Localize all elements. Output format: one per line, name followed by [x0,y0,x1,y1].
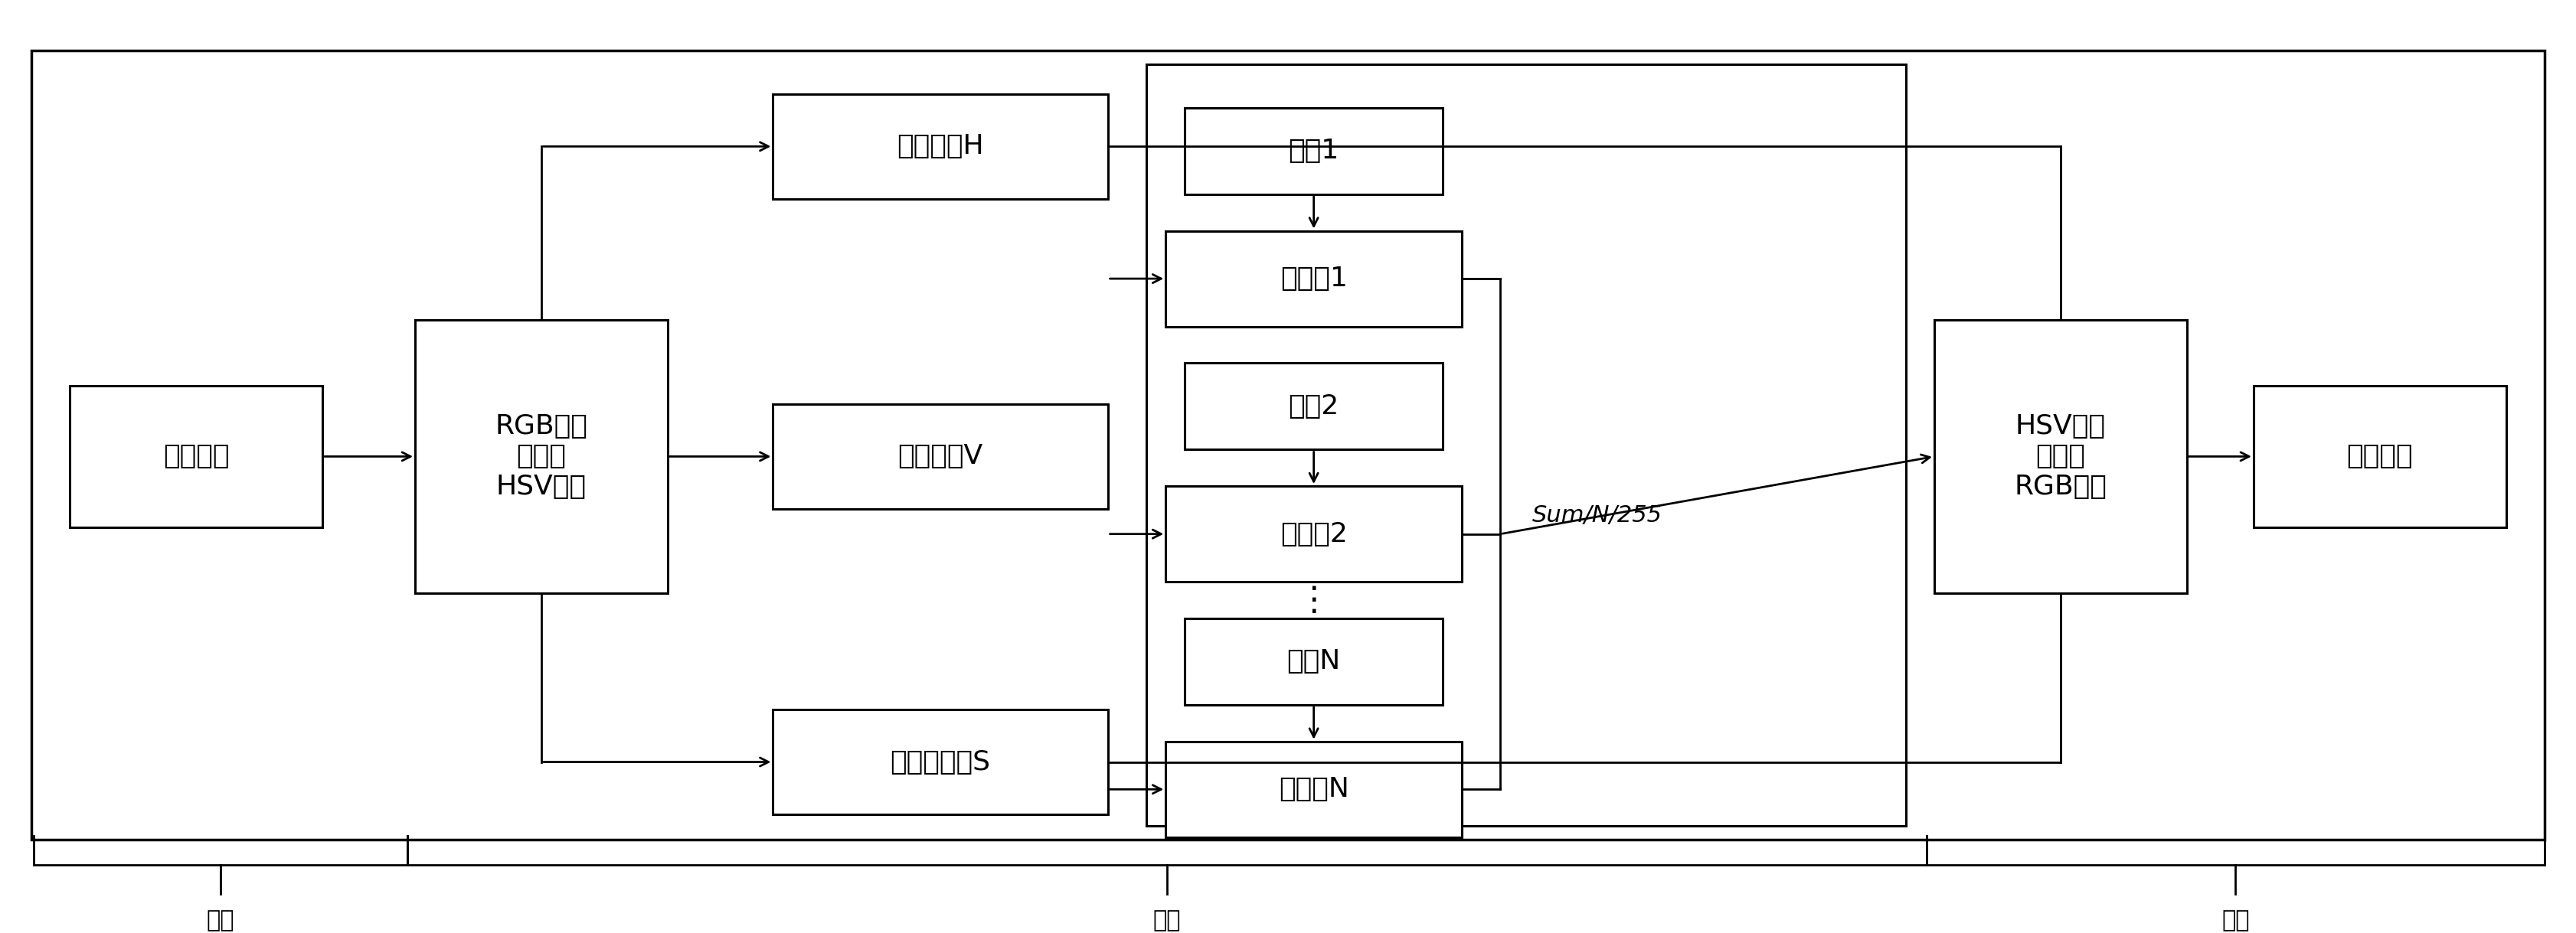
Text: 解码: 解码 [1154,910,1180,932]
FancyBboxPatch shape [1185,619,1443,705]
Text: 色相分量H: 色相分量H [896,133,984,160]
Text: 神经元N: 神经元N [1278,776,1350,802]
Text: 编码: 编码 [206,910,234,932]
Text: 噪声2: 噪声2 [1288,394,1340,419]
Text: ⋮: ⋮ [1296,584,1332,617]
Text: 整合: 整合 [2221,910,2249,932]
FancyBboxPatch shape [415,320,667,593]
FancyBboxPatch shape [773,709,1108,815]
Text: 神经元1: 神经元1 [1280,266,1347,292]
Text: Sum/N/255: Sum/N/255 [1533,505,1662,527]
Text: 亮度分量V: 亮度分量V [899,443,984,469]
FancyBboxPatch shape [1167,230,1461,327]
FancyBboxPatch shape [1167,742,1461,837]
Text: 输出图像: 输出图像 [2347,443,2414,469]
Text: 饱和度分量S: 饱和度分量S [891,749,992,775]
Text: 读取图像: 读取图像 [162,443,229,469]
Text: 噪声N: 噪声N [1288,648,1340,675]
Text: 神经元2: 神经元2 [1280,521,1347,547]
FancyBboxPatch shape [2254,386,2506,527]
FancyBboxPatch shape [1167,486,1461,582]
FancyBboxPatch shape [773,404,1108,508]
FancyBboxPatch shape [1185,107,1443,194]
Text: HSV空间
转化为
RGB空间: HSV空间 转化为 RGB空间 [2014,413,2107,500]
FancyBboxPatch shape [773,94,1108,199]
FancyBboxPatch shape [1185,363,1443,450]
FancyBboxPatch shape [1935,320,2187,593]
Text: RGB空间
转化为
HSV空间: RGB空间 转化为 HSV空间 [495,413,587,500]
FancyBboxPatch shape [70,386,322,527]
Text: 噪声1: 噪声1 [1288,138,1340,164]
